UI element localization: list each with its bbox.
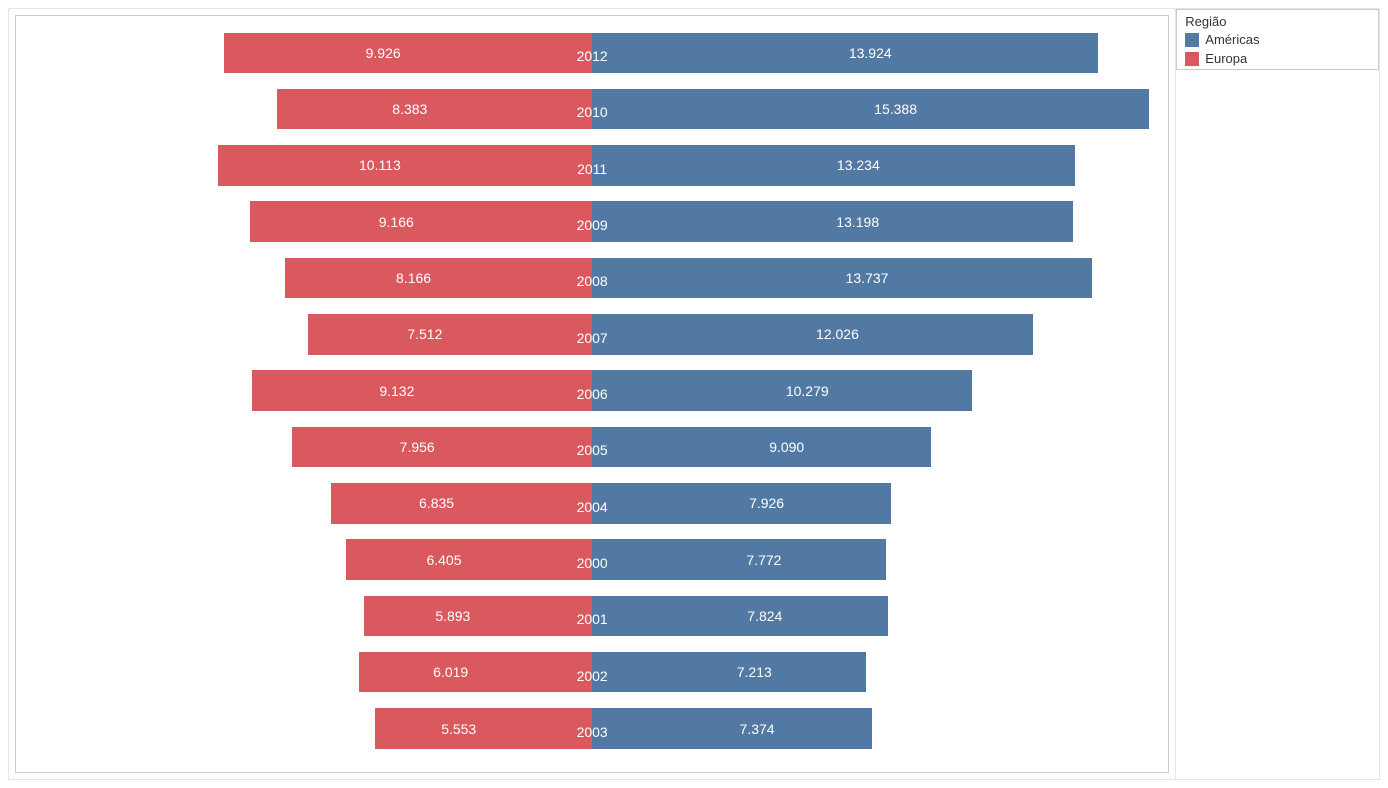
bar-right-value: 7.824	[642, 608, 887, 624]
bar-left[interactable]: 8.166	[285, 258, 592, 299]
legend-swatch	[1185, 33, 1199, 47]
legend-item[interactable]: Europa	[1177, 50, 1378, 69]
chart-row: 7.9569.0902005	[16, 422, 1168, 478]
chart-panel: 9.92613.92420128.38315.388201010.11313.2…	[9, 9, 1175, 779]
bar-left[interactable]: 10.113	[218, 145, 593, 186]
bar-right-value: 15.388	[642, 101, 1149, 117]
chart-row: 6.4057.7722000	[16, 535, 1168, 591]
chart-row: 5.8937.8242001	[16, 591, 1168, 647]
bar-right-value: 7.213	[642, 664, 866, 680]
bar-right-value: 10.279	[642, 383, 972, 399]
legend-panel: Região Américas Europa	[1175, 9, 1379, 779]
bar-left[interactable]: 8.383	[277, 89, 592, 130]
bar-right-value: 9.090	[642, 439, 931, 455]
bar-left-value: 7.512	[308, 326, 543, 342]
bar-right-value: 13.924	[642, 45, 1098, 61]
bar-left-value: 5.893	[364, 608, 543, 624]
bar-right[interactable]: 7.213	[592, 652, 866, 693]
bar-left-value: 6.405	[346, 552, 542, 568]
chart-row: 5.5537.3742003	[16, 704, 1168, 760]
chart-row: 9.16613.1982009	[16, 197, 1168, 253]
bar-left[interactable]: 5.553	[375, 708, 592, 749]
bar-right-value: 12.026	[642, 326, 1033, 342]
bar-left-value: 7.956	[292, 439, 542, 455]
chart-row: 6.0197.2132002	[16, 647, 1168, 703]
bar-left[interactable]: 6.835	[331, 483, 592, 524]
bar-left[interactable]: 5.893	[364, 596, 593, 637]
bar-left-value: 9.926	[224, 45, 542, 61]
bar-left-value: 8.383	[277, 101, 542, 117]
chart-row: 8.16613.7372008	[16, 253, 1168, 309]
chart-frame: 9.92613.92420128.38315.388201010.11313.2…	[15, 15, 1169, 773]
bar-right[interactable]: 12.026	[592, 314, 1033, 355]
bar-left[interactable]: 9.166	[250, 201, 592, 242]
bar-left-value: 8.166	[285, 270, 542, 286]
bar-left-value: 9.132	[252, 383, 543, 399]
bar-left-value: 10.113	[218, 157, 543, 173]
chart-row: 9.13210.2792006	[16, 366, 1168, 422]
dashboard-container: 9.92613.92420128.38315.388201010.11313.2…	[8, 8, 1380, 780]
bar-right[interactable]: 13.737	[592, 258, 1092, 299]
legend-swatch	[1185, 52, 1199, 66]
bar-left[interactable]: 9.926	[224, 33, 592, 74]
bar-left[interactable]: 6.019	[359, 652, 592, 693]
bar-right-value: 7.926	[642, 495, 891, 511]
bar-right[interactable]: 13.198	[592, 201, 1073, 242]
bar-left-value: 6.019	[359, 664, 542, 680]
bar-left[interactable]: 7.512	[308, 314, 593, 355]
bar-left[interactable]: 9.132	[252, 370, 593, 411]
bar-right[interactable]: 7.374	[592, 708, 872, 749]
bar-right[interactable]: 13.924	[592, 33, 1098, 74]
bar-right[interactable]: 13.234	[592, 145, 1074, 186]
bar-right[interactable]: 9.090	[592, 427, 931, 468]
legend-label: Europa	[1205, 51, 1247, 66]
bar-left-value: 6.835	[331, 495, 542, 511]
bar-left-value: 5.553	[375, 721, 542, 737]
bar-left[interactable]: 6.405	[346, 539, 592, 580]
bar-right[interactable]: 7.926	[592, 483, 891, 524]
bar-right-value: 13.737	[642, 270, 1092, 286]
chart-row: 8.38315.3882010	[16, 84, 1168, 140]
bar-right[interactable]: 7.772	[592, 539, 886, 580]
chart-row: 10.11313.2342011	[16, 141, 1168, 197]
bar-right-value: 13.198	[642, 214, 1073, 230]
bar-right-value: 13.234	[642, 157, 1074, 173]
bar-right-value: 7.374	[642, 721, 872, 737]
bar-left-value: 9.166	[250, 214, 542, 230]
chart-row: 7.51212.0262007	[16, 310, 1168, 366]
legend-box: Região Américas Europa	[1176, 9, 1379, 70]
bar-right[interactable]: 7.824	[592, 596, 887, 637]
legend-title: Região	[1177, 10, 1378, 31]
bar-left[interactable]: 7.956	[292, 427, 592, 468]
diverging-bar-chart: 9.92613.92420128.38315.388201010.11313.2…	[16, 28, 1168, 760]
bar-right[interactable]: 10.279	[592, 370, 972, 411]
legend-label: Américas	[1205, 32, 1259, 47]
legend-item[interactable]: Américas	[1177, 31, 1378, 50]
bar-right[interactable]: 15.388	[592, 89, 1149, 130]
chart-row: 6.8357.9262004	[16, 479, 1168, 535]
chart-row: 9.92613.9242012	[16, 28, 1168, 84]
bar-right-value: 7.772	[642, 552, 886, 568]
